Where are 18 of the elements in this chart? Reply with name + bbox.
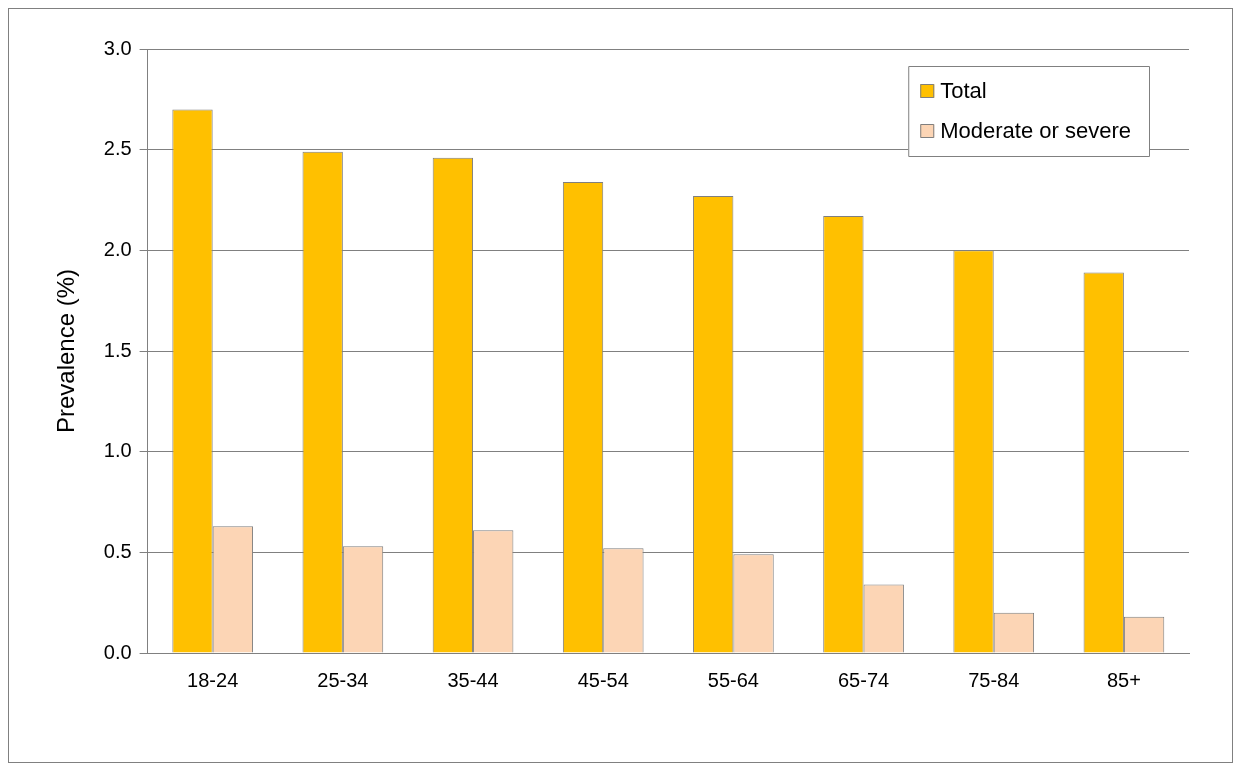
- x-tick-label: 65-74: [837, 668, 890, 691]
- x-tick-label: 75-84: [968, 668, 1020, 691]
- y-tick-label: 1.0: [103, 439, 132, 462]
- y-tick-label: 0.0: [103, 640, 132, 663]
- y-tick-label: 1.5: [103, 338, 132, 361]
- x-tick-label: 45-54: [577, 668, 629, 691]
- legend-label: Moderate or severe: [940, 118, 1132, 144]
- x-tick-label: 35-44: [447, 668, 499, 691]
- x-tick-label: 85+: [1106, 668, 1141, 691]
- y-tick-label: 2.0: [103, 237, 132, 260]
- y-axis-title: Prevalence (%): [52, 268, 80, 434]
- y-tick-label: 3.0: [103, 36, 132, 59]
- y-tick-label: 2.5: [103, 137, 132, 160]
- x-tick-label: 55-64: [707, 668, 759, 691]
- x-tick-label: 25-34: [317, 668, 369, 691]
- x-tick-label: 18-24: [187, 668, 239, 691]
- y-tick-label: 0.5: [103, 539, 132, 562]
- legend-label: Total: [940, 78, 987, 104]
